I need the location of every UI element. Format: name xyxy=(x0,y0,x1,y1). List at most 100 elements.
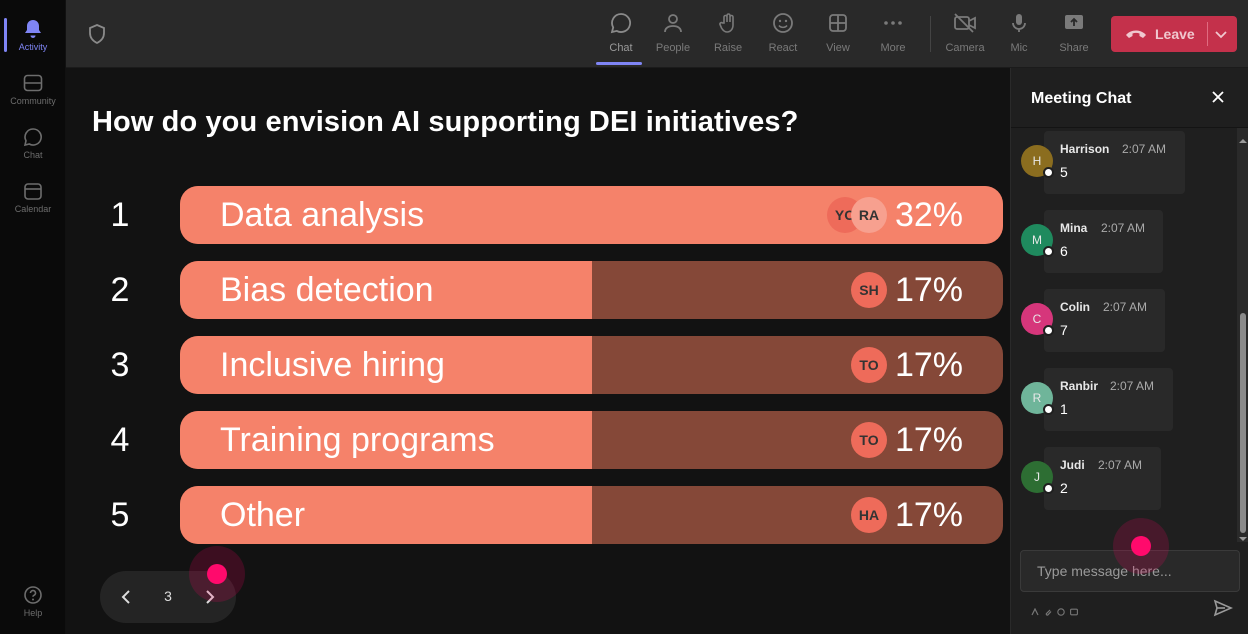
chat-message-input[interactable] xyxy=(1021,551,1239,591)
view-button[interactable]: View xyxy=(813,8,863,62)
poll-option[interactable]: 2 Bias detection SH 17% xyxy=(66,261,1010,319)
attach-icon[interactable] xyxy=(1044,603,1052,616)
poll-option-bar-fill xyxy=(180,411,592,469)
chat-message-list: Harrison 2:07 AM 5 H Mina 2:07 AM 6 M Colin 2:07 … xyxy=(1011,128,1237,542)
message-timestamp: 2:07 AM xyxy=(1122,142,1167,156)
poll-option-percent: 17% xyxy=(894,346,963,384)
sender-name: Mina xyxy=(1060,221,1088,235)
poll-option[interactable]: 5 Other HA 17% xyxy=(66,486,1010,544)
message-text: 1 xyxy=(1060,401,1068,417)
poll-option-label: Data analysis xyxy=(220,196,425,234)
share-screen-icon xyxy=(1061,10,1087,36)
react-button[interactable]: React xyxy=(758,8,808,62)
camera-button[interactable]: Camera xyxy=(940,8,990,62)
message-bubble[interactable]: Judi 2:07 AM 2 xyxy=(1044,447,1161,510)
poll-option-bar[interactable]: Data analysis YO RA 32% xyxy=(180,186,1003,244)
more-button[interactable]: More xyxy=(868,8,918,62)
toolbar-label: View xyxy=(826,42,850,54)
leave-label: Leave xyxy=(1155,26,1195,42)
chat-message: Colin 2:07 AM 7 C xyxy=(1011,289,1237,353)
message-text: 7 xyxy=(1060,322,1068,338)
voter-avatars: YO RA xyxy=(827,197,887,233)
toolbar-label: People xyxy=(655,42,691,54)
scroll-up-icon[interactable] xyxy=(1239,132,1247,143)
chat-icon xyxy=(22,126,44,148)
poll-option-percent: 32% xyxy=(894,196,963,234)
shield-icon[interactable] xyxy=(86,23,108,45)
toolbar-label: More xyxy=(880,42,906,54)
meeting-toolbar: Chat People Raise React View xyxy=(66,0,1248,68)
poll-option-bar[interactable]: Other HA 17% xyxy=(180,486,1003,544)
close-icon[interactable] xyxy=(1209,88,1227,106)
voter-avatars: TO xyxy=(851,347,887,383)
message-bubble[interactable]: Mina 2:07 AM 6 xyxy=(1044,210,1163,273)
poll-question: How do you envision AI supporting DEI in… xyxy=(92,106,799,138)
camera-off-icon xyxy=(952,10,978,36)
message-bubble[interactable]: Harrison 2:07 AM 5 xyxy=(1044,131,1185,194)
people-button[interactable]: People xyxy=(648,8,698,62)
poll-option-number: 2 xyxy=(110,271,130,309)
rail-item-calendar[interactable]: Calendar xyxy=(0,172,66,222)
chat-button[interactable]: Chat xyxy=(596,8,646,65)
mic-button[interactable]: Mic xyxy=(994,8,1044,62)
poll-option-bar[interactable]: Inclusive hiring TO 17% xyxy=(180,336,1003,394)
rail-label: Calendar xyxy=(14,204,52,214)
poll-option-bar-fill xyxy=(180,336,592,394)
poll-option-percent: 17% xyxy=(894,271,963,309)
sender-name: Colin xyxy=(1060,300,1090,314)
message-timestamp: 2:07 AM xyxy=(1110,379,1155,393)
message-text: 2 xyxy=(1060,480,1068,496)
rail-item-activity[interactable]: Activity xyxy=(0,10,66,60)
leave-button[interactable]: Leave xyxy=(1111,16,1237,52)
poll-option-bar[interactable]: Training programs TO 17% xyxy=(180,411,1003,469)
poll-option[interactable]: 4 Training programs TO 17% xyxy=(66,411,1010,469)
chevron-left-icon[interactable] xyxy=(114,585,138,609)
chat-message: Judi 2:07 AM 2 J xyxy=(1011,447,1237,511)
poll-option[interactable]: 3 Inclusive hiring TO 17% xyxy=(66,336,1010,394)
chat-icon xyxy=(608,10,634,36)
send-icon[interactable] xyxy=(1213,598,1233,618)
share-button[interactable]: Share xyxy=(1049,8,1099,62)
gif-icon[interactable] xyxy=(1070,603,1078,616)
message-bubble[interactable]: Ranbir 2:07 AM 1 xyxy=(1044,368,1173,431)
poll-option[interactable]: 1 Data analysis YO RA 32% xyxy=(66,186,1010,244)
chat-scrollbar-thumb[interactable] xyxy=(1240,313,1246,533)
presence-status-icon xyxy=(1043,483,1054,494)
poll-option-number: 3 xyxy=(110,346,130,384)
presence-status-icon xyxy=(1043,404,1054,415)
message-text: 5 xyxy=(1060,164,1068,180)
toolbar-label: React xyxy=(768,42,798,54)
people-icon xyxy=(660,10,686,36)
rail-item-help[interactable]: Help xyxy=(0,576,66,626)
message-bubble[interactable]: Colin 2:07 AM 7 xyxy=(1044,289,1165,352)
rail-item-chat[interactable]: Chat xyxy=(0,118,66,168)
pointer-highlight xyxy=(189,546,245,602)
raise-hand-button[interactable]: Raise xyxy=(703,8,753,62)
app-rail: Activity Community Chat Calendar Help xyxy=(0,0,66,634)
page-number: 3 xyxy=(164,588,172,604)
poll-option-number: 4 xyxy=(110,421,130,459)
poll-option-bar[interactable]: Bias detection SH 17% xyxy=(180,261,1003,319)
voter-avatar: TO xyxy=(851,422,887,458)
presence-status-icon xyxy=(1043,246,1054,257)
poll-stage: How do you envision AI supporting DEI in… xyxy=(66,68,1010,634)
chat-panel-title: Meeting Chat xyxy=(1031,90,1132,107)
poll-option-label: Training programs xyxy=(220,421,495,459)
format-text-icon[interactable] xyxy=(1031,603,1039,616)
poll-option-label: Bias detection xyxy=(220,271,434,309)
chevron-down-icon[interactable] xyxy=(1213,26,1229,42)
toolbar-label: Raise xyxy=(713,42,743,54)
message-timestamp: 2:07 AM xyxy=(1103,300,1148,314)
rail-label: Chat xyxy=(23,150,43,160)
chat-compose-box[interactable] xyxy=(1020,550,1240,592)
poll-option-label: Inclusive hiring xyxy=(220,346,445,384)
emoji-icon[interactable] xyxy=(1057,603,1065,616)
mic-icon xyxy=(1006,10,1032,36)
poll-option-bar-fill xyxy=(180,486,592,544)
chat-header-divider xyxy=(1011,127,1248,128)
poll-option-label: Other xyxy=(220,496,306,534)
rail-item-community[interactable]: Community xyxy=(0,64,66,114)
chevron-right-icon[interactable] xyxy=(198,585,222,609)
scroll-down-icon[interactable] xyxy=(1239,530,1247,541)
chat-message: Mina 2:07 AM 6 M xyxy=(1011,210,1237,274)
